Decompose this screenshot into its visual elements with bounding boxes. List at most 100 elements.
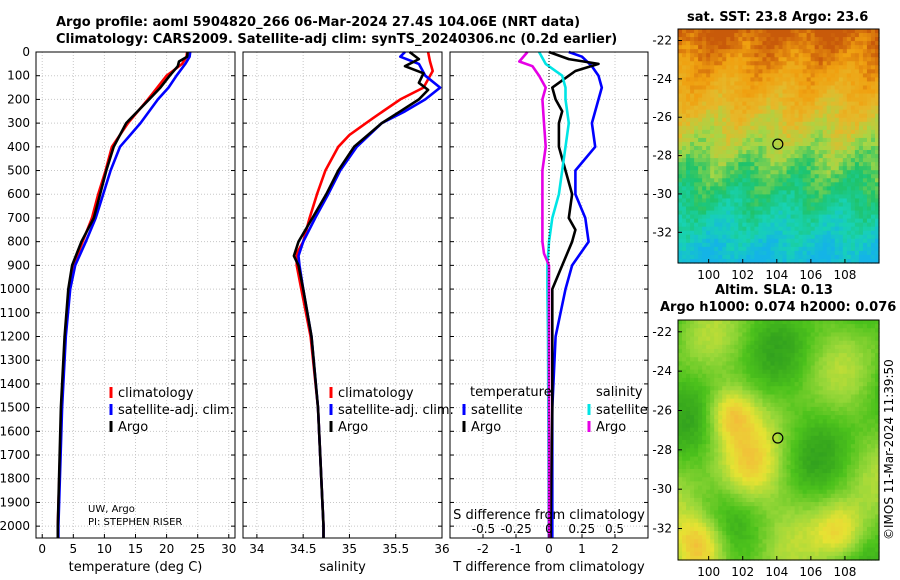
sla-map-panel: 100 102 104 106 108 -22 -24 -26 -28 -30 -32 [652, 319, 880, 579]
footnote-line-2: PI: STEPHEN RISER [88, 517, 182, 528]
temperature-legend-2-label: Argo [118, 420, 148, 435]
x-tick-label: -1 [510, 542, 522, 556]
map-y-tick-label: -30 [652, 482, 672, 496]
temperature-legend-1-label: satellite-adj. clim. [118, 403, 234, 418]
y-tick-label: 1800 [0, 472, 30, 486]
plot-frame [242, 51, 443, 539]
salinity-legend-2-label: Argo [338, 420, 368, 435]
y-tick-label: 700 [7, 211, 30, 225]
map-x-tick-label: 102 [731, 565, 754, 579]
x-tick-label: 1 [578, 542, 586, 556]
map-x-tick-label: 108 [833, 565, 856, 579]
salinity-legend-0-label: climatology [338, 386, 414, 401]
map-y-tick-label: -24 [652, 364, 672, 378]
y-tick-label: 900 [7, 258, 30, 272]
y-tick-label: 1500 [0, 401, 30, 415]
map-y-tick-label: -22 [652, 325, 672, 339]
sla-heatmap-cells [678, 320, 880, 561]
x-tick-label: 0 [38, 542, 46, 556]
x-tick-label: 34.5 [290, 542, 317, 556]
diff-legend-s-satellite-label: satellite [596, 403, 648, 418]
y-tick-label: 800 [7, 235, 30, 249]
x-tick-label: 35 [342, 542, 357, 556]
salinity-legend-1-label: satellite-adj. clim. [338, 403, 454, 418]
y-tick-label: 1700 [0, 448, 30, 462]
map-y-tick-label: -26 [652, 110, 672, 124]
map-x-tick-label: 104 [765, 565, 788, 579]
series-line-s-argo-clim [517, 51, 551, 538]
argo-position-marker [772, 432, 784, 444]
series-line-t-satellite-clim [550, 50, 604, 538]
y-tick-label: 300 [7, 116, 30, 130]
y-tick-label: 400 [7, 140, 30, 154]
x-tick-label: 0 [545, 542, 553, 556]
diff-legend-t-satellite-label: satellite [471, 403, 523, 418]
x-axis-label: salinity [319, 560, 366, 575]
map-frame [677, 319, 880, 561]
diff-legend-t-argo-label: Argo [471, 420, 501, 435]
map-x-tick-label: 104 [765, 268, 788, 282]
y-tick-label: 600 [7, 187, 30, 201]
series-line-t-argo-clim [548, 50, 600, 538]
x-tick-label: -2 [477, 542, 489, 556]
map-y-tick-label: -24 [652, 72, 672, 86]
x-tick-label: 25 [190, 542, 205, 556]
map-frame [677, 28, 880, 264]
y-tick-label: 1300 [0, 353, 30, 367]
sla-map-title-1: Altim. SLA: 0.13 [715, 283, 833, 298]
top-tick-label: 0 [545, 522, 553, 536]
x-tick-label: 2 [611, 542, 619, 556]
map-y-tick-label: -32 [652, 522, 672, 536]
map-x-tick-label: 108 [833, 268, 856, 282]
x-tick-label: 30 [221, 542, 236, 556]
sst-map-title: sat. SST: 23.8 Argo: 23.6 [687, 10, 869, 25]
map-x-tick-label: 100 [697, 565, 720, 579]
y-tick-label: 1900 [0, 495, 30, 509]
map-x-tick-label: 102 [731, 268, 754, 282]
y-tick-label: 100 [7, 69, 30, 83]
temperature-panel: 0 5 10 15 20 25 300100200300400500600700800900… [0, 45, 236, 575]
map-y-tick-label: -32 [652, 225, 672, 239]
x-axis-label-top: S difference from climatology [453, 508, 645, 523]
sst-map-panel: 100 102 104 106 108 -22 -24 -26 -28 -30 -32 [652, 28, 880, 282]
x-axis-label: T difference from climatology [452, 560, 645, 575]
title-line-1: Argo profile: aoml 5904820_266 06-Mar-20… [56, 15, 581, 30]
map-y-tick-label: -30 [652, 187, 672, 201]
y-tick-label: 0 [22, 45, 30, 59]
diff-legend-temperature-title: temperature [470, 385, 552, 400]
x-tick-label: 5 [69, 542, 77, 556]
top-tick-label: -0.25 [501, 522, 532, 536]
y-tick-label: 1600 [0, 424, 30, 438]
salinity-panel: 34 34.5 35 35.5 36 salinity climatology satelli… [242, 50, 454, 575]
x-tick-label: 20 [159, 542, 174, 556]
sla-map-title-2: Argo h1000: 0.074 h2000: 0.076 [660, 300, 897, 315]
y-tick-label: 1100 [0, 306, 30, 320]
map-y-tick-label: -22 [652, 34, 672, 48]
y-tick-label: 1000 [0, 282, 30, 296]
map-x-tick-label: 100 [697, 268, 720, 282]
sst-heatmap-cells [678, 29, 880, 264]
map-x-tick-label: 106 [799, 268, 822, 282]
top-tick-label: -0.5 [472, 522, 495, 536]
map-x-tick-label: 106 [799, 565, 822, 579]
top-tick-label: 0.5 [605, 522, 624, 536]
series-line-climatology [56, 51, 189, 538]
temperature-legend-0-label: climatology [118, 386, 194, 401]
map-y-tick-label: -26 [652, 403, 672, 417]
y-tick-label: 2000 [0, 519, 30, 533]
series-line-argo [292, 50, 430, 538]
title-line-2: Climatology: CARS2009. Satellite-adj cli… [56, 32, 618, 47]
x-tick-label: 15 [128, 542, 143, 556]
map-y-tick-label: -28 [652, 149, 672, 163]
diff-legend-s-argo-label: Argo [596, 420, 626, 435]
footnote-line-1: UW, Argo [88, 504, 135, 515]
x-axis-label: temperature (deg C) [69, 560, 203, 575]
difference-panel: -2 -1 0 1 2 T difference from climatology temp… [449, 50, 649, 575]
diff-legend-salinity-title: salinity [596, 385, 643, 400]
y-tick-label: 1400 [0, 377, 30, 391]
x-tick-label: 35.5 [382, 542, 409, 556]
argo-position-marker [772, 138, 784, 150]
x-tick-label: 10 [97, 542, 112, 556]
x-tick-label: 34 [249, 542, 264, 556]
